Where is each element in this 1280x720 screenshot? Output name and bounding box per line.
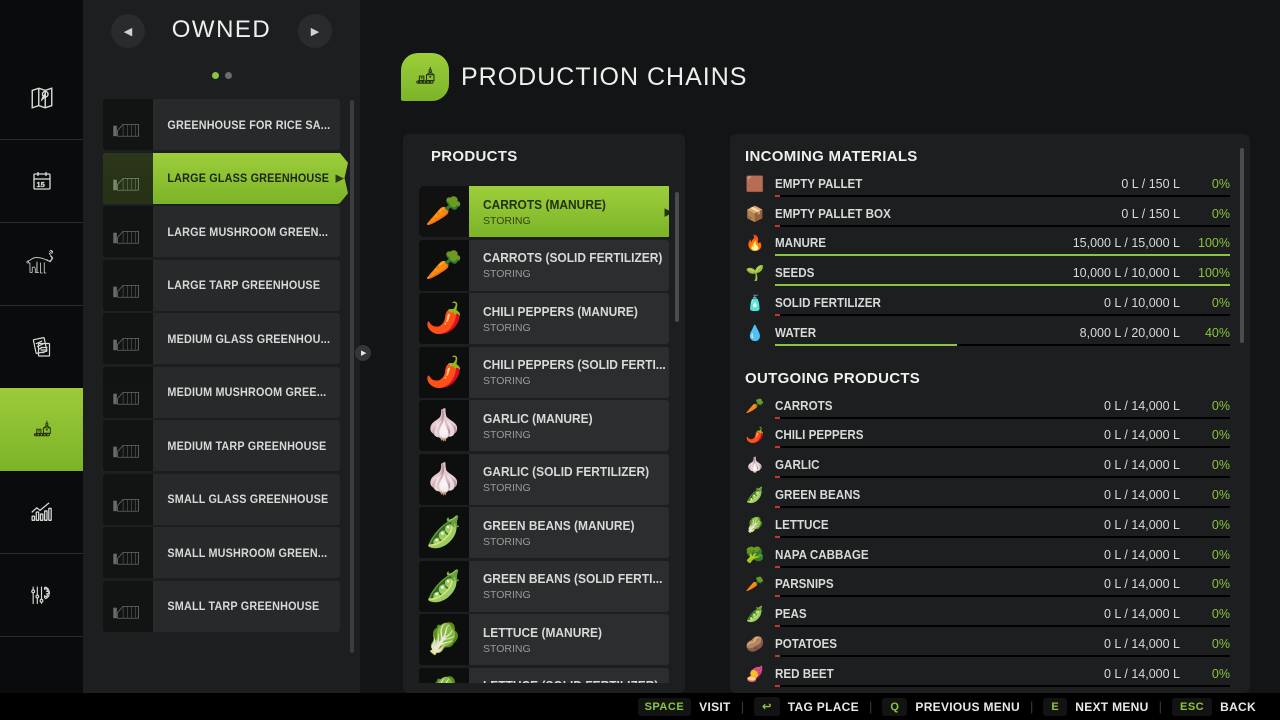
svg-text:15: 15	[36, 180, 44, 189]
